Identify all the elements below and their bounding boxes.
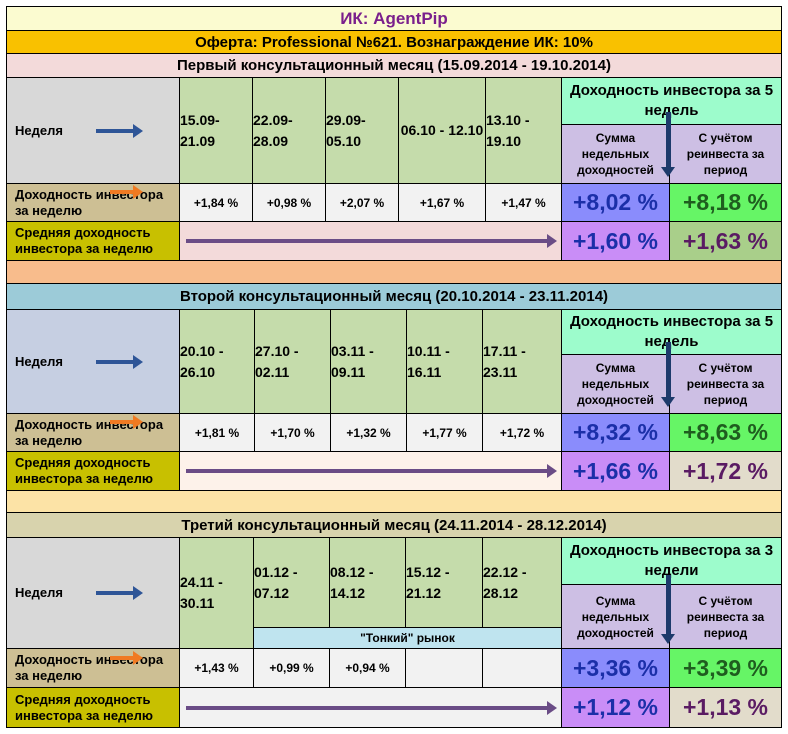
reinvest-header: С учётом реинвеста за период <box>670 585 782 649</box>
week-4-dates: 10.11 - 16.11 <box>407 310 483 414</box>
week-3-dates: 29.09- 05.10 <box>326 78 399 184</box>
reinvest-total-value: +8,18 % <box>670 184 782 222</box>
weekly-return-label: Доходность инвестора за неделю <box>15 416 164 448</box>
arrow-right-icon <box>110 185 143 199</box>
month-1-title: Первый консультационный месяц (15.09.201… <box>6 54 782 78</box>
avg-return-label-cell: Средняя доходность инвестора за неделю <box>6 222 180 261</box>
week-2-return: +0,98 % <box>253 184 326 222</box>
reinvest-header: С учётом реинвеста за период <box>670 125 782 184</box>
week-4-return: +1,77 % <box>407 414 483 452</box>
sum-total-value: +8,02 % <box>562 184 670 222</box>
week-2-dates: 22.09- 28.09 <box>253 78 326 184</box>
week-1-dates: 15.09- 21.09 <box>180 78 253 184</box>
weekly-return-label: Доходность инвестора за неделю <box>15 186 164 218</box>
week-4-dates: 15.12 - 21.12 <box>406 538 483 628</box>
avg-sum-value: +1,60 % <box>562 222 670 261</box>
week-1-dates: 24.11 - 30.11 <box>180 538 254 649</box>
returns-period-header: Доходность инвестора за 5 недель <box>562 310 782 355</box>
avg-return-label: Средняя доходность инвестора за неделю <box>15 691 153 723</box>
sum-weekly-header: Сумма недельных доходностей <box>562 125 670 184</box>
week-3-dates: 08.12 - 14.12 <box>330 538 406 628</box>
avg-return-label: Средняя доходность инвестора за неделю <box>15 455 153 486</box>
avg-return-label-cell: Средняя доходность инвестора за неделю <box>6 688 180 728</box>
week-5-dates: 17.11 - 23.11 <box>483 310 562 414</box>
reinvest-total-value: +3,39 % <box>670 649 782 688</box>
week-5-dates: 22.12 - 28.12 <box>483 538 562 628</box>
returns-period-header: Доходность инвестора за 5 недель <box>562 78 782 125</box>
week-5-return: +1,72 % <box>483 414 562 452</box>
week-label-cell: Неделя <box>6 78 180 184</box>
weekly-return-label-cell: Доходность инвестора за неделю <box>6 649 180 688</box>
week-4-return: +1,67 % <box>399 184 486 222</box>
week-4-dates: 06.10 - 12.10 <box>399 78 486 184</box>
week-label-cell: Неделя <box>6 310 180 414</box>
arrow-right-icon <box>96 124 143 138</box>
sum-total-value: +3,36 % <box>562 649 670 688</box>
week-3-return: +0,94 % <box>330 649 406 688</box>
month-3-title: Третий консультационный месяц (24.11.201… <box>6 513 782 538</box>
arrow-down-icon <box>661 112 675 177</box>
thin-market-note: "Тонкий" рынок <box>254 628 562 649</box>
week-5-return: +1,47 % <box>486 184 562 222</box>
week-1-return: +1,43 % <box>180 649 254 688</box>
avg-reinvest-value: +1,13 % <box>670 688 782 728</box>
week-2-dates: 01.12 - 07.12 <box>254 538 330 628</box>
section-divider <box>6 261 782 284</box>
week-3-return: +2,07 % <box>326 184 399 222</box>
week-3-return: +1,32 % <box>331 414 407 452</box>
week-1-dates: 20.10 - 26.10 <box>180 310 255 414</box>
month-2-title: Второй консультационный месяц (20.10.201… <box>6 284 782 310</box>
arrow-right-icon <box>186 701 557 715</box>
arrow-right-icon <box>186 464 557 478</box>
sum-total-value: +8,32 % <box>562 414 670 452</box>
arrow-right-icon <box>96 586 143 600</box>
week-label: Неделя <box>15 353 63 369</box>
avg-reinvest-value: +1,63 % <box>670 222 782 261</box>
section-divider <box>6 491 782 513</box>
week-2-dates: 27.10 - 02.11 <box>255 310 331 414</box>
week-label-cell: Неделя <box>6 538 180 649</box>
week-2-return: +1,70 % <box>255 414 331 452</box>
arrow-down-icon <box>661 575 675 644</box>
sum-weekly-header: Сумма недельных доходностей <box>562 585 670 649</box>
arrow-down-icon <box>661 342 675 407</box>
week-5-dates: 13.10 - 19.10 <box>486 78 562 184</box>
sum-weekly-header: Сумма недельных доходностей <box>562 355 670 414</box>
week-label: Неделя <box>15 585 63 600</box>
weekly-return-label-cell: Доходность инвестора за неделю <box>6 184 180 222</box>
week-label: Неделя <box>15 122 63 138</box>
week-4-return <box>406 649 483 688</box>
arrow-right-icon <box>96 355 143 369</box>
week-1-return: +1,84 % <box>180 184 253 222</box>
week-5-return <box>483 649 562 688</box>
arrow-right-icon <box>110 651 143 665</box>
avg-reinvest-value: +1,72 % <box>670 452 782 491</box>
weekly-return-label-cell: Доходность инвестора за неделю <box>6 414 180 452</box>
page-title: ИК: AgentPip <box>6 6 782 31</box>
weekly-return-label: Доходность инвестора за неделю <box>15 652 164 683</box>
offer-title: Оферта: Professional №621. Вознаграждени… <box>6 31 782 54</box>
arrow-right-icon <box>110 415 143 429</box>
reinvest-total-value: +8,63 % <box>670 414 782 452</box>
week-2-return: +0,99 % <box>254 649 330 688</box>
avg-return-label: Средняя доходность инвестора за неделю <box>15 225 153 256</box>
week-1-return: +1,81 % <box>180 414 255 452</box>
avg-sum-value: +1,12 % <box>562 688 670 728</box>
returns-period-header: Доходность инвестора за 3 недели <box>562 538 782 585</box>
avg-return-label-cell: Средняя доходность инвестора за неделю <box>6 452 180 491</box>
avg-sum-value: +1,66 % <box>562 452 670 491</box>
week-3-dates: 03.11 - 09.11 <box>331 310 407 414</box>
reinvest-header: С учётом реинвеста за период <box>670 355 782 414</box>
arrow-right-icon <box>186 234 557 248</box>
